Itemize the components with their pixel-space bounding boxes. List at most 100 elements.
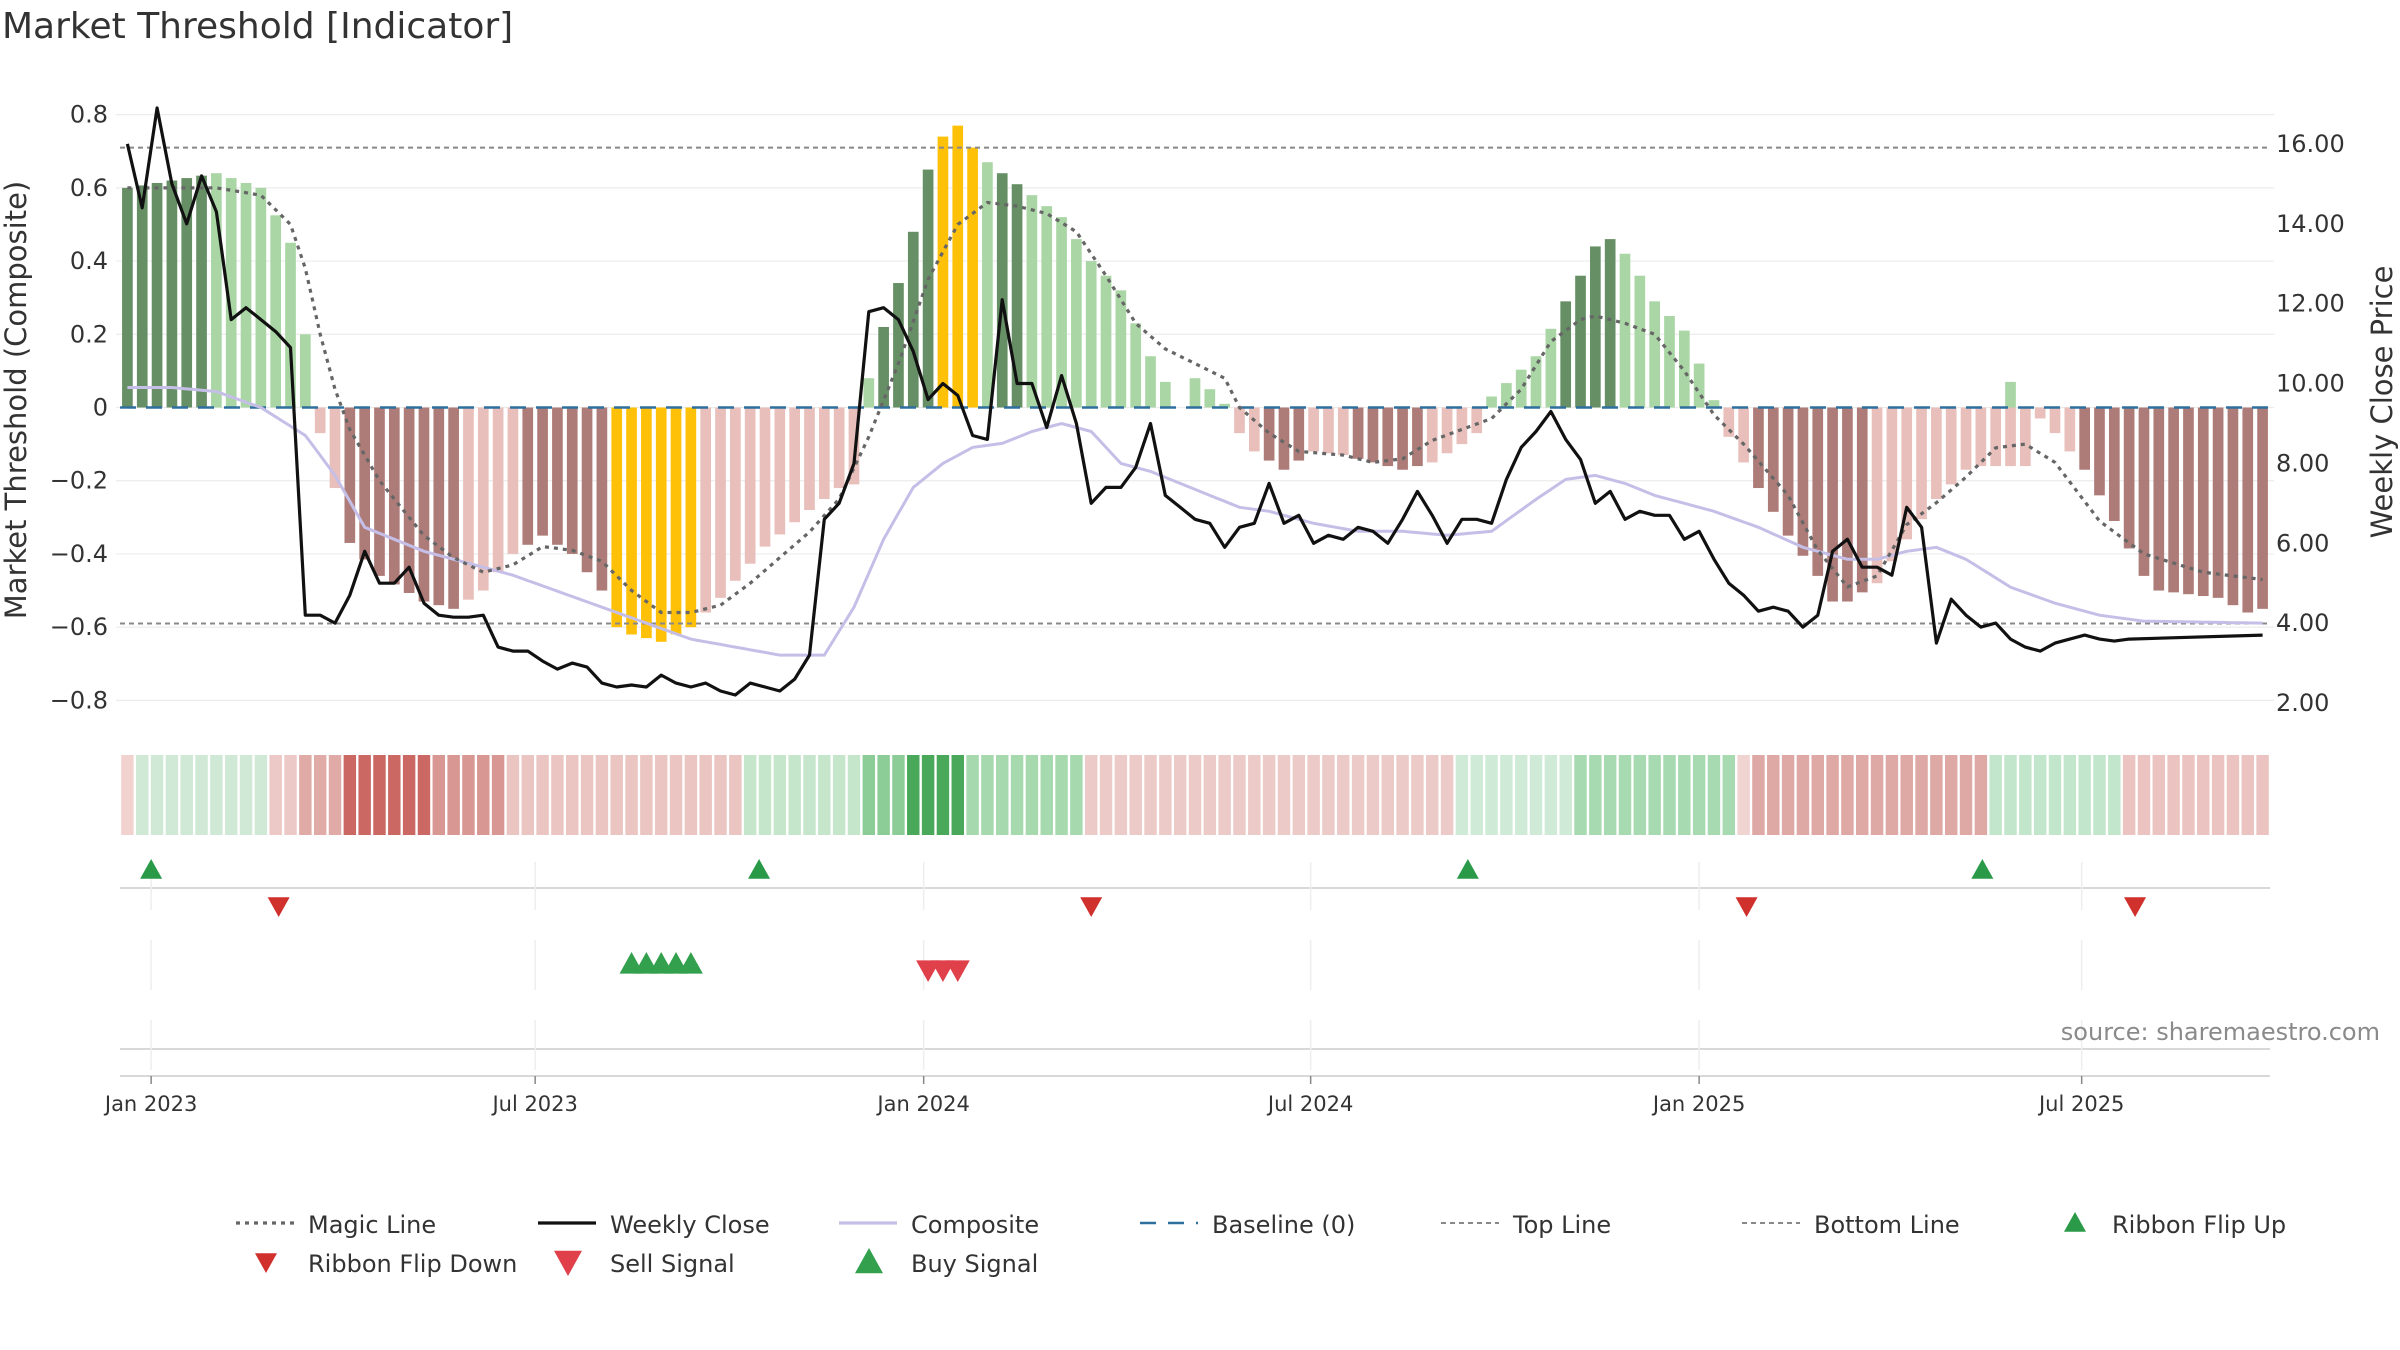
composite-bar — [1797, 407, 1809, 556]
ribbon-cell — [195, 755, 208, 835]
composite-bar — [1115, 290, 1127, 408]
composite-bar — [1901, 407, 1913, 540]
ribbon-flip-down-marker — [1080, 897, 1103, 917]
composite-bar — [552, 407, 563, 545]
ribbon-cell — [1603, 755, 1617, 835]
ribbon-cell — [1455, 755, 1469, 835]
ribbon-cell — [1752, 755, 1765, 835]
ribbon-cell — [210, 755, 223, 835]
composite-bar — [1337, 407, 1349, 456]
ribbon-cell — [1796, 755, 1810, 835]
ribbon-cell — [1589, 755, 1602, 835]
ribbon-cell — [1277, 755, 1291, 835]
ribbon-cell — [1396, 755, 1409, 835]
legend-label: Composite — [911, 1211, 1039, 1239]
ribbon-cell — [1485, 755, 1498, 835]
ribbon-cell — [877, 755, 890, 835]
ribbon-cell — [1099, 755, 1113, 835]
ribbon-cell — [2063, 755, 2077, 835]
y-tick-label: −0.8 — [50, 686, 108, 714]
ribbon-cell — [566, 755, 579, 835]
ribbon-flip-down-marker — [267, 897, 290, 917]
ribbon-cell — [832, 755, 846, 835]
composite-bar — [1501, 383, 1512, 408]
ribbon-cell — [981, 755, 994, 835]
ribbon-cell — [921, 755, 935, 835]
ribbon-cell — [862, 755, 876, 835]
ribbon-cell — [2048, 755, 2062, 835]
ribbon-cell — [551, 755, 564, 835]
composite-bar — [537, 407, 548, 536]
legend-label: Bottom Line — [1814, 1211, 1960, 1239]
ribbon-cell — [165, 755, 179, 835]
composite-bar — [196, 175, 207, 408]
ribbon-cell — [1381, 755, 1394, 835]
composite-bar — [1293, 407, 1305, 461]
ribbon-cell — [239, 755, 253, 835]
composite-bar — [166, 180, 178, 408]
legend-swatch-buy-signal — [855, 1248, 883, 1274]
x-tick-label: Jan 2025 — [1651, 1092, 1746, 1116]
ribbon-cell — [1944, 755, 1958, 835]
ribbon-cell — [1767, 755, 1780, 835]
composite-bar — [1782, 407, 1794, 536]
ribbon-flip-up-marker — [1971, 859, 1994, 879]
ribbon-cell — [121, 755, 134, 835]
composite-bar — [1085, 261, 1097, 408]
ribbon-cell — [299, 755, 312, 835]
ribbon-cell — [1114, 755, 1128, 835]
composite-bar — [1382, 407, 1394, 467]
composite-bar — [774, 407, 786, 535]
ribbon-cell — [2167, 755, 2180, 835]
composite-bar — [596, 407, 608, 591]
composite-bar — [463, 407, 474, 600]
composite-bar — [1753, 407, 1764, 489]
legend-label: Sell Signal — [610, 1250, 735, 1278]
composite-bar — [492, 407, 504, 573]
composite-bar — [2227, 407, 2239, 606]
ribbon-cell — [388, 755, 401, 835]
ribbon-cell — [1529, 755, 1543, 835]
composite-bar — [1960, 407, 1972, 470]
ribbon-cell — [224, 755, 238, 835]
x-tick-label: Jul 2025 — [2037, 1092, 2124, 1116]
composite-bar — [477, 407, 489, 591]
composite-bar — [388, 407, 400, 585]
composite-bar — [1649, 301, 1660, 408]
ribbon-cell — [1351, 755, 1365, 835]
composite-bar — [1842, 407, 1853, 602]
composite-bar — [2049, 407, 2061, 434]
ribbon-cell — [447, 755, 460, 835]
composite-bar — [1056, 217, 1067, 408]
composite-bar — [833, 407, 845, 489]
composite-bar — [1575, 275, 1586, 408]
composite-bar — [922, 169, 934, 408]
composite-bar — [181, 178, 193, 408]
ribbon-cell — [847, 755, 861, 835]
composite-bar — [433, 407, 445, 606]
composite-bar — [359, 407, 370, 560]
ribbon-cell — [1678, 755, 1691, 835]
composite-bar — [893, 283, 904, 408]
x-tick-label: Jan 2023 — [103, 1092, 198, 1116]
ribbon-cell — [729, 755, 742, 835]
ribbon-cell — [966, 755, 979, 835]
legend-label: Top Line — [1512, 1211, 1611, 1239]
composite-bar — [982, 162, 993, 408]
ribbon-cell — [1188, 755, 1202, 835]
ribbon-cell — [1159, 755, 1172, 835]
ribbon-cell — [2197, 755, 2210, 835]
composite-bar — [1560, 301, 1572, 408]
composite-bar — [1664, 315, 1675, 408]
ribbon-cell — [1500, 755, 1513, 835]
ribbon-cell — [1974, 755, 1988, 835]
ribbon-cell — [1262, 755, 1276, 835]
legend-swatch-ribbon-flip-down — [255, 1253, 277, 1273]
composite-bar — [211, 173, 222, 408]
composite-bar — [1308, 407, 1319, 452]
composite-bar — [1604, 239, 1616, 408]
ribbon-cell — [536, 755, 549, 835]
composite-bar — [655, 407, 667, 642]
ribbon-cell — [1781, 755, 1795, 835]
